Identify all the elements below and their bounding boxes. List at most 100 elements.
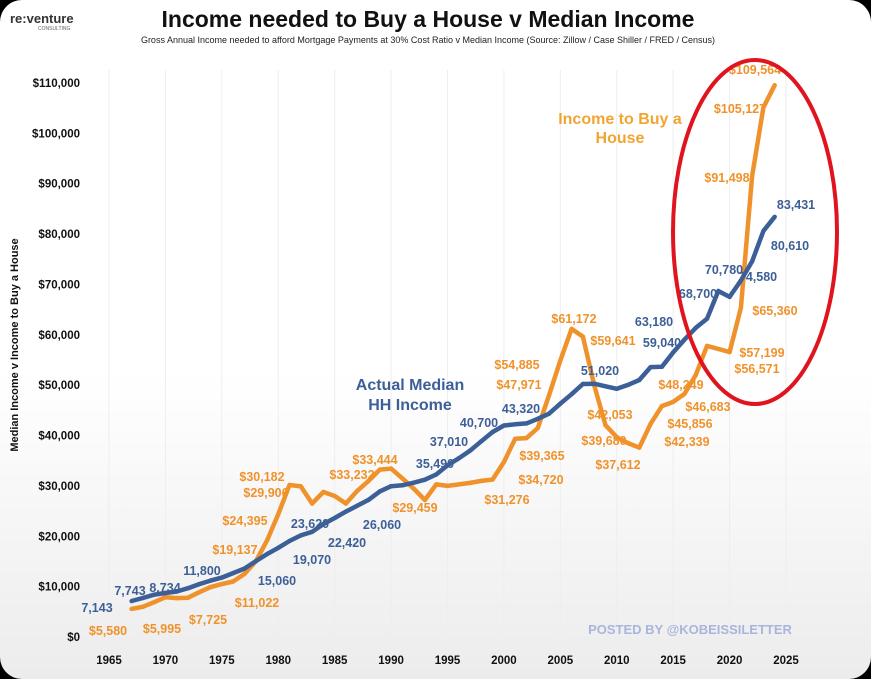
median-income-point bbox=[321, 521, 326, 527]
median-income-point bbox=[174, 589, 179, 594]
median-income-point bbox=[738, 278, 744, 283]
house-income-point bbox=[546, 393, 552, 398]
house-income-data-label: $33,232 bbox=[329, 468, 374, 482]
median-income-point bbox=[716, 288, 721, 294]
x-tick-label: 1970 bbox=[153, 655, 179, 667]
house-income-point bbox=[208, 584, 213, 590]
median-income-data-label: 7,143 bbox=[81, 601, 112, 615]
y-tick-label: $10,000 bbox=[38, 582, 80, 594]
house-income-point bbox=[174, 595, 179, 601]
y-tick-label: $100,000 bbox=[32, 128, 80, 140]
house-income-point bbox=[761, 105, 766, 110]
y-tick-label: $60,000 bbox=[38, 330, 80, 342]
median-income-data-label: 26,060 bbox=[363, 518, 401, 532]
y-ticks: $0 $10,000 $20,000 $30,000 $40,000 $50,000 $60… bbox=[32, 78, 80, 644]
median-income-data-label: 83,431 bbox=[777, 198, 815, 212]
median-income-data-label: 7,743 bbox=[114, 584, 145, 598]
house-income-line bbox=[131, 84, 777, 612]
median-income-point bbox=[772, 214, 777, 220]
house-income-data-label: $48,249 bbox=[658, 378, 703, 392]
house-income-point bbox=[445, 483, 450, 489]
house-income-data-label: $5,580 bbox=[89, 624, 127, 638]
house-income-data-label: $31,276 bbox=[484, 493, 529, 507]
house-income-point bbox=[343, 501, 349, 506]
y-tick-label: $110,000 bbox=[33, 78, 80, 90]
house-income-point bbox=[467, 480, 473, 486]
x-tick-label: 1985 bbox=[322, 655, 348, 667]
house-income-point bbox=[670, 399, 676, 405]
median-income-point bbox=[682, 337, 687, 342]
grid bbox=[108, 70, 787, 637]
median-income-point bbox=[366, 497, 371, 503]
house-income-point bbox=[219, 581, 225, 587]
x-tick-label: 1965 bbox=[96, 655, 122, 667]
median-income-point bbox=[400, 483, 405, 488]
median-income-point bbox=[670, 350, 676, 355]
house-income-data-label: $33,444 bbox=[352, 453, 397, 467]
house-income-data-label: $54,885 bbox=[494, 358, 539, 372]
median-income-point bbox=[704, 316, 710, 322]
house-income-point bbox=[400, 476, 405, 481]
house-income-point bbox=[332, 493, 337, 499]
median-income-point bbox=[219, 575, 225, 580]
house-income-data-label: $39,680 bbox=[581, 434, 626, 448]
house-income-data-label: $34,720 bbox=[518, 473, 563, 487]
house-annotation: Income to Buy a House bbox=[558, 111, 682, 147]
y-axis-label: Median Income v Income to Buy a House bbox=[9, 238, 21, 451]
x-tick-label: 1980 bbox=[265, 655, 291, 667]
house-income-data-label: $46,683 bbox=[685, 400, 730, 414]
y-tick-label: $80,000 bbox=[38, 229, 80, 241]
watermark: POSTED BY @KOBEISSILETTER bbox=[588, 622, 792, 637]
median-income-point bbox=[501, 423, 507, 428]
house-income-point bbox=[163, 595, 168, 600]
house-income-point bbox=[411, 486, 416, 491]
median-income-point bbox=[513, 422, 518, 427]
house-income-point bbox=[422, 497, 428, 503]
house-income-point bbox=[321, 489, 326, 495]
median-income-data-label: 11,800 bbox=[183, 564, 221, 578]
y-tick-label: $30,000 bbox=[38, 481, 80, 493]
house-income-point bbox=[637, 445, 642, 450]
house-income-point bbox=[230, 579, 236, 584]
median-income-point bbox=[659, 364, 665, 369]
median-income-data-label: 23,620 bbox=[291, 517, 329, 531]
median-income-point bbox=[558, 401, 563, 406]
median-income-point bbox=[253, 558, 258, 564]
house-income-point bbox=[276, 511, 281, 517]
house-income-data-label: $47,971 bbox=[496, 378, 541, 392]
house-income-point bbox=[479, 478, 484, 484]
house-income-point bbox=[287, 482, 292, 488]
median-income-data-label: 43,320 bbox=[502, 402, 540, 416]
median-income-point bbox=[377, 489, 382, 494]
median-income-point bbox=[242, 566, 247, 571]
median-annotation-line2: HH Income bbox=[368, 397, 452, 414]
house-income-point bbox=[648, 421, 653, 426]
median-income-data-label: 22,420 bbox=[328, 536, 366, 550]
house-income-data-label: $29,459 bbox=[392, 501, 437, 515]
house-income-data-label: $29,906 bbox=[243, 486, 288, 500]
house-income-point bbox=[309, 501, 315, 506]
median-income-data-label: 19,070 bbox=[293, 553, 331, 567]
house-income-point bbox=[693, 372, 698, 378]
house-annotation-line1: Income to Buy a bbox=[558, 111, 682, 128]
median-income-data-label: 59,040 bbox=[643, 336, 681, 350]
house-income-data-label: $30,182 bbox=[239, 470, 284, 484]
median-income-point bbox=[208, 578, 213, 583]
median-income-point bbox=[129, 598, 134, 604]
median-income-point bbox=[546, 411, 552, 416]
house-income-point bbox=[140, 604, 146, 610]
x-tick-label: 2005 bbox=[548, 655, 574, 667]
house-income-data-label: $5,995 bbox=[143, 622, 181, 636]
house-income-data-label: $59,641 bbox=[590, 334, 635, 348]
house-income-point bbox=[129, 606, 134, 612]
house-income-point bbox=[490, 477, 495, 482]
median-income-point bbox=[591, 381, 597, 386]
median-income-data-label: 74,580 bbox=[739, 270, 777, 284]
series-lines bbox=[129, 82, 777, 612]
y-tick-label: $40,000 bbox=[38, 431, 80, 443]
x-tick-label: 2010 bbox=[604, 655, 630, 667]
median-income-point bbox=[434, 472, 439, 477]
median-income-data-label: 15,060 bbox=[258, 574, 296, 588]
median-income-line bbox=[131, 215, 777, 604]
